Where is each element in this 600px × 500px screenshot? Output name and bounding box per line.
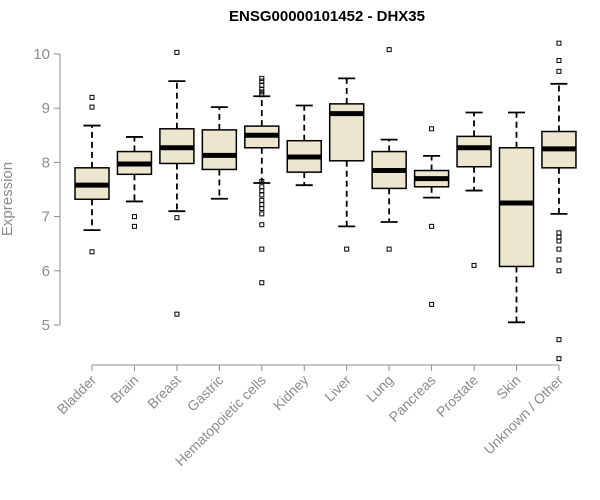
outlier-point	[259, 211, 265, 217]
outlier-point	[259, 222, 265, 228]
outlier-point	[131, 214, 137, 220]
outlier-point	[344, 246, 350, 252]
outlier-point	[89, 94, 95, 100]
outlier-point	[259, 89, 265, 95]
outlier-point	[174, 215, 180, 221]
box-breast	[159, 49, 195, 317]
box-hematopoietic-cells	[244, 75, 280, 286]
x-tick-label: Pancreas	[386, 372, 439, 425]
outlier-point	[556, 246, 562, 252]
outlier-point	[556, 257, 562, 263]
y-tick-label: 5	[42, 317, 50, 334]
chart-title: ENSG00000101452 - DHX35	[229, 8, 425, 25]
iqr-box	[201, 129, 238, 171]
outlier-point	[429, 223, 435, 229]
outlier-point	[429, 126, 435, 132]
outlier-point	[259, 197, 265, 203]
outlier-point	[259, 178, 265, 184]
x-tick-label: Breast	[144, 372, 184, 412]
iqr-box	[456, 135, 492, 168]
x-tick-label: Liver	[321, 372, 354, 405]
box-liver	[328, 77, 365, 252]
outlier-point	[556, 58, 562, 64]
y-tick-label: 7	[42, 209, 50, 226]
y-tick-label: 9	[42, 100, 50, 117]
outlier-point	[259, 92, 265, 98]
box-lung	[371, 47, 407, 252]
outlier-point	[386, 246, 392, 252]
outlier-point	[471, 262, 477, 268]
y-tick-label: 8	[42, 154, 50, 171]
outlier-point	[259, 192, 265, 198]
y-axis: 5 6 7 8 9 10	[33, 46, 61, 334]
box-skin	[498, 111, 535, 324]
outlier-point	[89, 249, 95, 255]
iqr-box	[498, 147, 535, 268]
box-unknown-other	[541, 40, 577, 362]
box-prostate	[456, 111, 492, 268]
outlier-point	[89, 104, 95, 110]
outlier-point	[174, 311, 180, 317]
y-tick-label: 6	[42, 263, 50, 280]
box-bladder	[74, 94, 110, 255]
x-tick-label: Brain	[107, 372, 141, 406]
x-tick-label: Bladder	[54, 372, 100, 418]
x-tick-label: Skin	[493, 372, 524, 403]
x-tick-label: Kidney	[270, 372, 312, 414]
box-gastric	[201, 106, 238, 200]
outlier-point	[259, 280, 265, 286]
outlier-point	[429, 301, 435, 307]
outlier-point	[174, 49, 180, 55]
outlier-point	[259, 78, 265, 84]
y-axis-label: Expression	[0, 162, 16, 236]
outlier-point	[556, 337, 562, 343]
x-tick-label: Lung	[363, 372, 396, 405]
outlier-point	[259, 184, 265, 190]
outlier-point	[259, 246, 265, 252]
outlier-point	[131, 223, 137, 229]
outlier-point	[556, 268, 562, 274]
outlier-point	[386, 47, 392, 53]
box-brain	[116, 136, 153, 229]
outlier-point	[556, 40, 562, 46]
outlier-point	[259, 75, 265, 81]
outlier-point	[556, 68, 562, 74]
x-tick-label: Prostate	[433, 372, 481, 420]
y-tick-label: 10	[33, 46, 50, 63]
box-series	[74, 40, 577, 362]
outlier-point	[556, 230, 562, 236]
x-tick-label: Unknown / Other	[480, 372, 566, 458]
box-pancreas	[413, 126, 450, 307]
box-kidney	[286, 104, 322, 187]
outlier-point	[556, 356, 562, 362]
